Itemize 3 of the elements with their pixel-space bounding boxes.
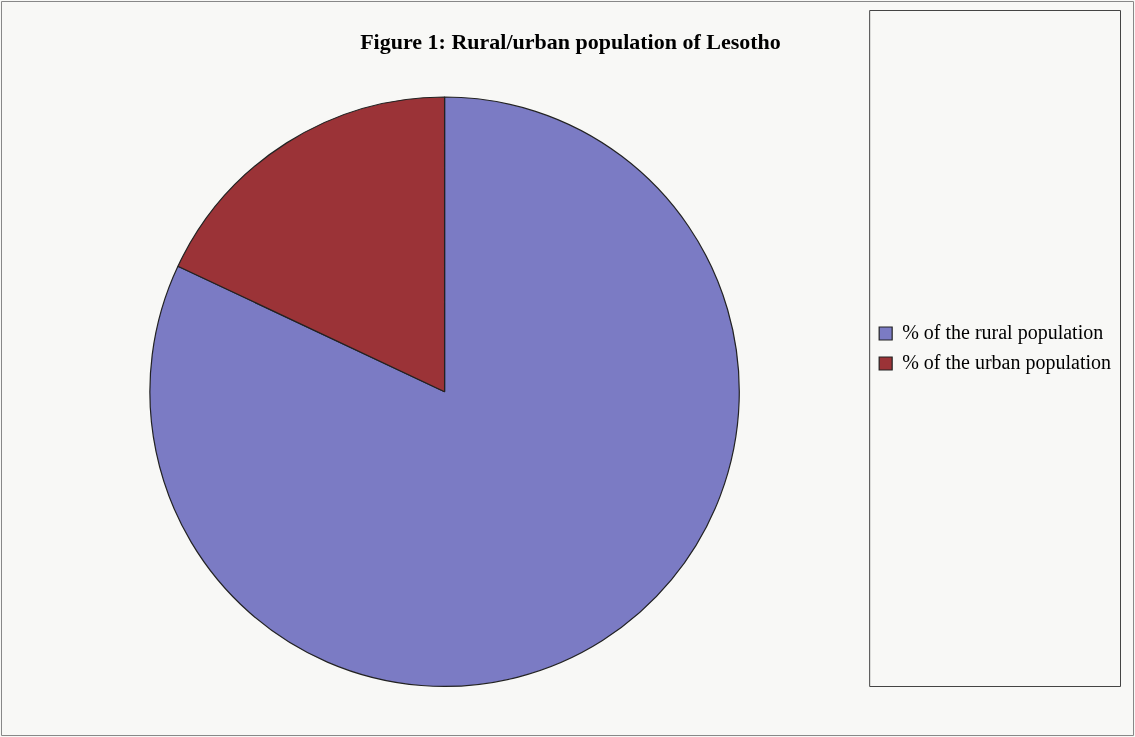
legend-label: % of the urban population <box>902 350 1112 374</box>
chart-title: Figure 1: Rural/urban population of Lesotho <box>360 28 781 54</box>
legend-label: % of the rural population <box>902 320 1104 344</box>
